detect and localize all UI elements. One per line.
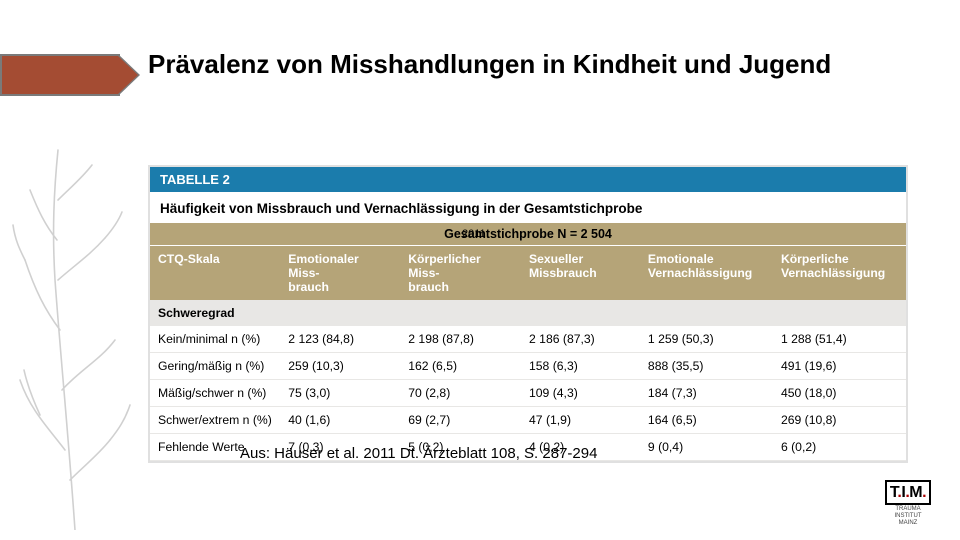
cell: 69 (2,7) bbox=[400, 407, 521, 434]
ctq-table: CTQ-Skala Emotionaler Miss-brauch Körper… bbox=[150, 245, 906, 461]
logo-sub-2: INSTITUT bbox=[878, 513, 938, 519]
cell: 184 (7,3) bbox=[640, 380, 773, 407]
table-row: Gering/mäßig n (%) 259 (10,3) 162 (6,5) … bbox=[150, 353, 906, 380]
row-group-row: Schweregrad bbox=[150, 300, 906, 326]
row-label: Kein/minimal n (%) bbox=[150, 326, 280, 353]
cell: 491 (19,6) bbox=[773, 353, 906, 380]
col-head-4: KörperlicheVernachlässigung bbox=[773, 246, 906, 301]
cell: 888 (35,5) bbox=[640, 353, 773, 380]
row-label: Schwer/extrem n (%) bbox=[150, 407, 280, 434]
cell: 1 259 (50,3) bbox=[640, 326, 773, 353]
cell: 109 (4,3) bbox=[521, 380, 640, 407]
table-row: Mäßig/schwer n (%) 75 (3,0) 70 (2,8) 109… bbox=[150, 380, 906, 407]
cell: 70 (2,8) bbox=[400, 380, 521, 407]
table-label: TABELLE 2 bbox=[150, 167, 906, 192]
cell: 2 186 (87,3) bbox=[521, 326, 640, 353]
cell: 6 (0,2) bbox=[773, 434, 906, 461]
cell: 2 198 (87,8) bbox=[400, 326, 521, 353]
cell: 269 (10,8) bbox=[773, 407, 906, 434]
row-label: Gering/mäßig n (%) bbox=[150, 353, 280, 380]
cell: 162 (6,5) bbox=[400, 353, 521, 380]
logo-text: T.I.M. bbox=[885, 480, 931, 505]
cell: 9 (0,4) bbox=[640, 434, 773, 461]
stray-year-text: 2011 bbox=[462, 228, 486, 240]
cell: 2 123 (84,8) bbox=[280, 326, 400, 353]
slide: Prävalenz von Misshandlungen in Kindheit… bbox=[0, 0, 960, 540]
table-caption: Häufigkeit von Missbrauch und Vernachläs… bbox=[150, 192, 906, 223]
cell: 40 (1,6) bbox=[280, 407, 400, 434]
cell: 47 (1,9) bbox=[521, 407, 640, 434]
cell: 450 (18,0) bbox=[773, 380, 906, 407]
cell: 75 (3,0) bbox=[280, 380, 400, 407]
cell: 259 (10,3) bbox=[280, 353, 400, 380]
page-title: Prävalenz von Misshandlungen in Kindheit… bbox=[148, 48, 868, 81]
row-group-label: Schweregrad bbox=[150, 300, 906, 326]
cell: 1 288 (51,4) bbox=[773, 326, 906, 353]
title-accent-arrow bbox=[118, 56, 138, 94]
col-head-1: Körperlicher Miss-brauch bbox=[400, 246, 521, 301]
col-head-0: Emotionaler Miss-brauch bbox=[280, 246, 400, 301]
col-head-2: SexuellerMissbrauch bbox=[521, 246, 640, 301]
cell: 164 (6,5) bbox=[640, 407, 773, 434]
logo-sub-3: MAINZ bbox=[878, 520, 938, 526]
table-container: TABELLE 2 Häufigkeit von Missbrauch und … bbox=[148, 165, 908, 463]
logo-sub-1: TRAUMA bbox=[878, 506, 938, 512]
table-sample-line: Gesamtstichprobe N = 2 504 2011 bbox=[150, 223, 906, 245]
table-row: Kein/minimal n (%) 2 123 (84,8) 2 198 (8… bbox=[150, 326, 906, 353]
decorative-branch bbox=[10, 130, 140, 530]
citation: Aus: Häuser et al. 2011 Dt. Ärzteblatt 1… bbox=[240, 445, 597, 462]
row-label: Mäßig/schwer n (%) bbox=[150, 380, 280, 407]
title-accent-bar bbox=[0, 54, 120, 96]
logo: T.I.M. TRAUMA INSTITUT MAINZ bbox=[878, 480, 938, 526]
table-header-row: CTQ-Skala Emotionaler Miss-brauch Körper… bbox=[150, 246, 906, 301]
cell: 158 (6,3) bbox=[521, 353, 640, 380]
table-row: Schwer/extrem n (%) 40 (1,6) 69 (2,7) 47… bbox=[150, 407, 906, 434]
col-head-skala: CTQ-Skala bbox=[150, 246, 280, 301]
col-head-3: EmotionaleVernachlässigung bbox=[640, 246, 773, 301]
